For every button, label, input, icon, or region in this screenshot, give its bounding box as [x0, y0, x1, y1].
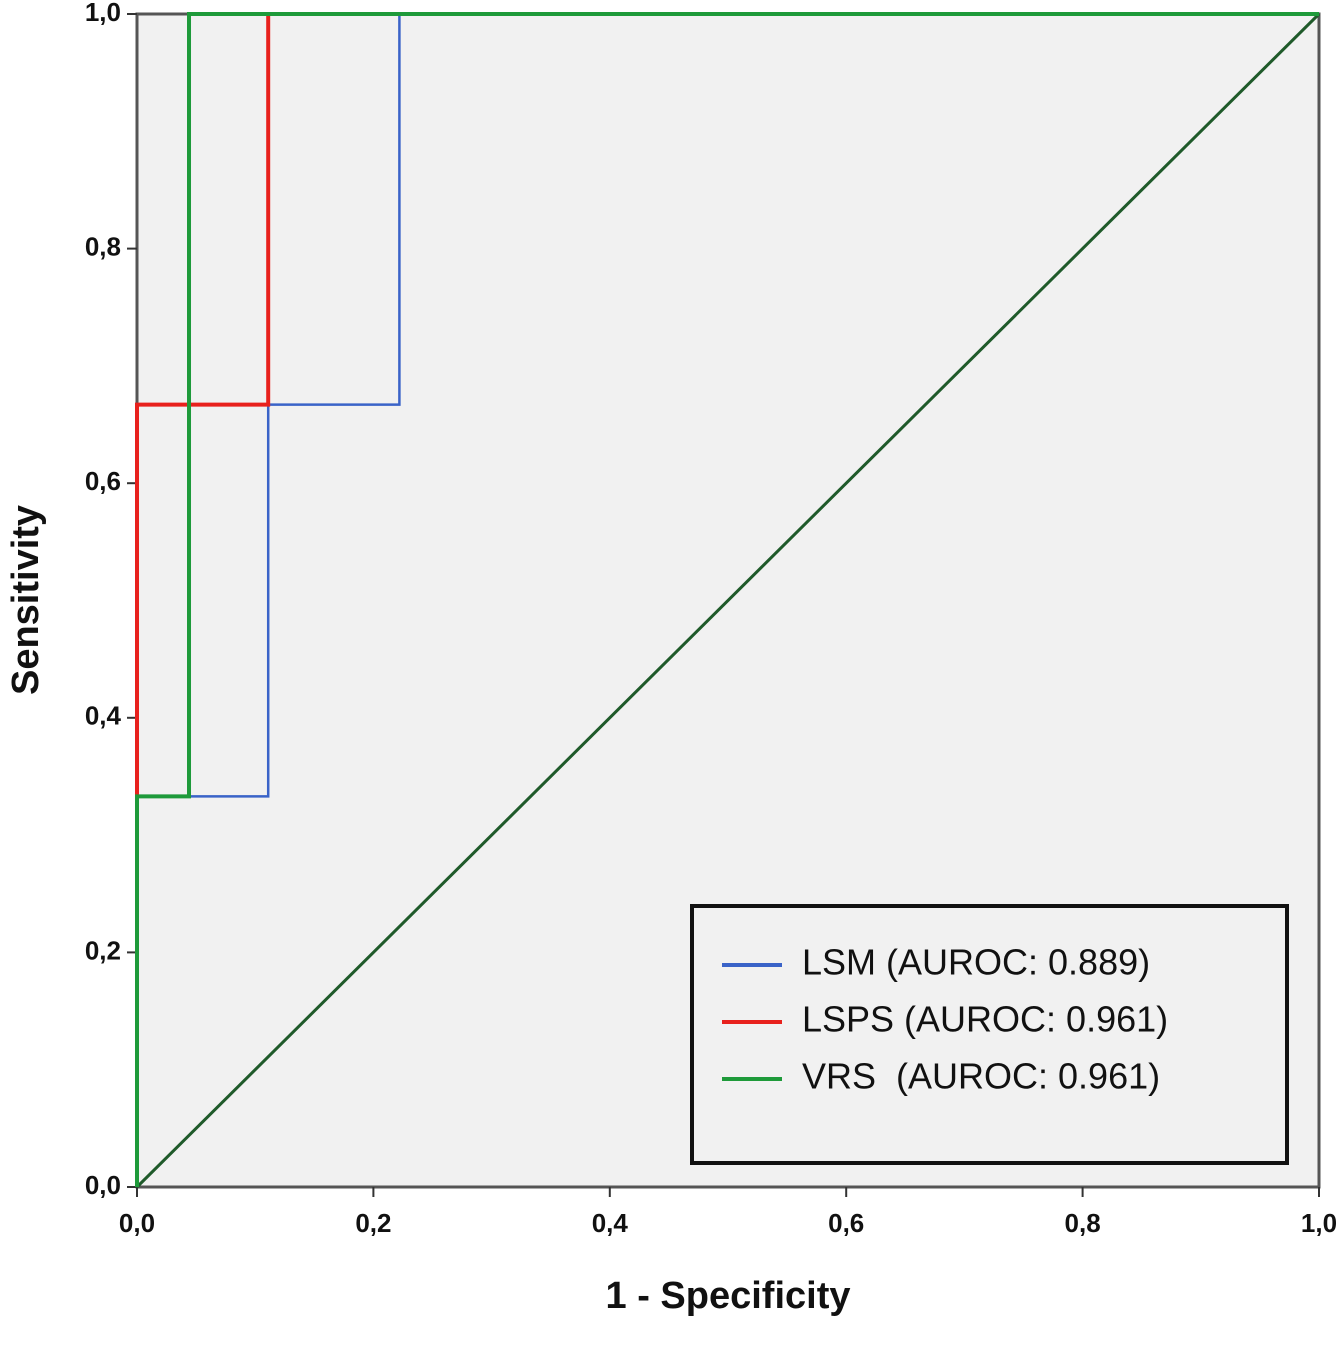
x-tick-label: 0,8: [1065, 1208, 1101, 1238]
x-tick-label: 0,0: [119, 1208, 155, 1238]
x-tick-label: 0,2: [355, 1208, 391, 1238]
roc-curve: [135, 12, 1319, 1187]
x-tick-label: 1,0: [1301, 1208, 1337, 1238]
y-tick-label: 0,4: [85, 701, 122, 731]
y-tick-label: 0,2: [85, 935, 121, 965]
y-tick-label: 0,0: [85, 1170, 121, 1200]
y-tick-label: 0,6: [85, 466, 121, 496]
x-tick-label: 0,4: [592, 1208, 629, 1238]
y-axis-title: Sensitivity: [5, 505, 47, 695]
y-tick-label: 1,0: [85, 0, 121, 27]
legend-label: VRS (AUROC: 0.961): [802, 1056, 1160, 1097]
legend-label: LSPS (AUROC: 0.961): [802, 999, 1168, 1040]
x-tick-label: 0,6: [828, 1208, 864, 1238]
reference-line: [135, 12, 1321, 1189]
y-tick-label: 0,8: [85, 231, 121, 261]
legend-box: [690, 904, 1289, 1165]
x-axis-title: 1 - Specificity: [606, 1275, 851, 1317]
legend-label: LSM (AUROC: 0.889): [802, 942, 1150, 983]
